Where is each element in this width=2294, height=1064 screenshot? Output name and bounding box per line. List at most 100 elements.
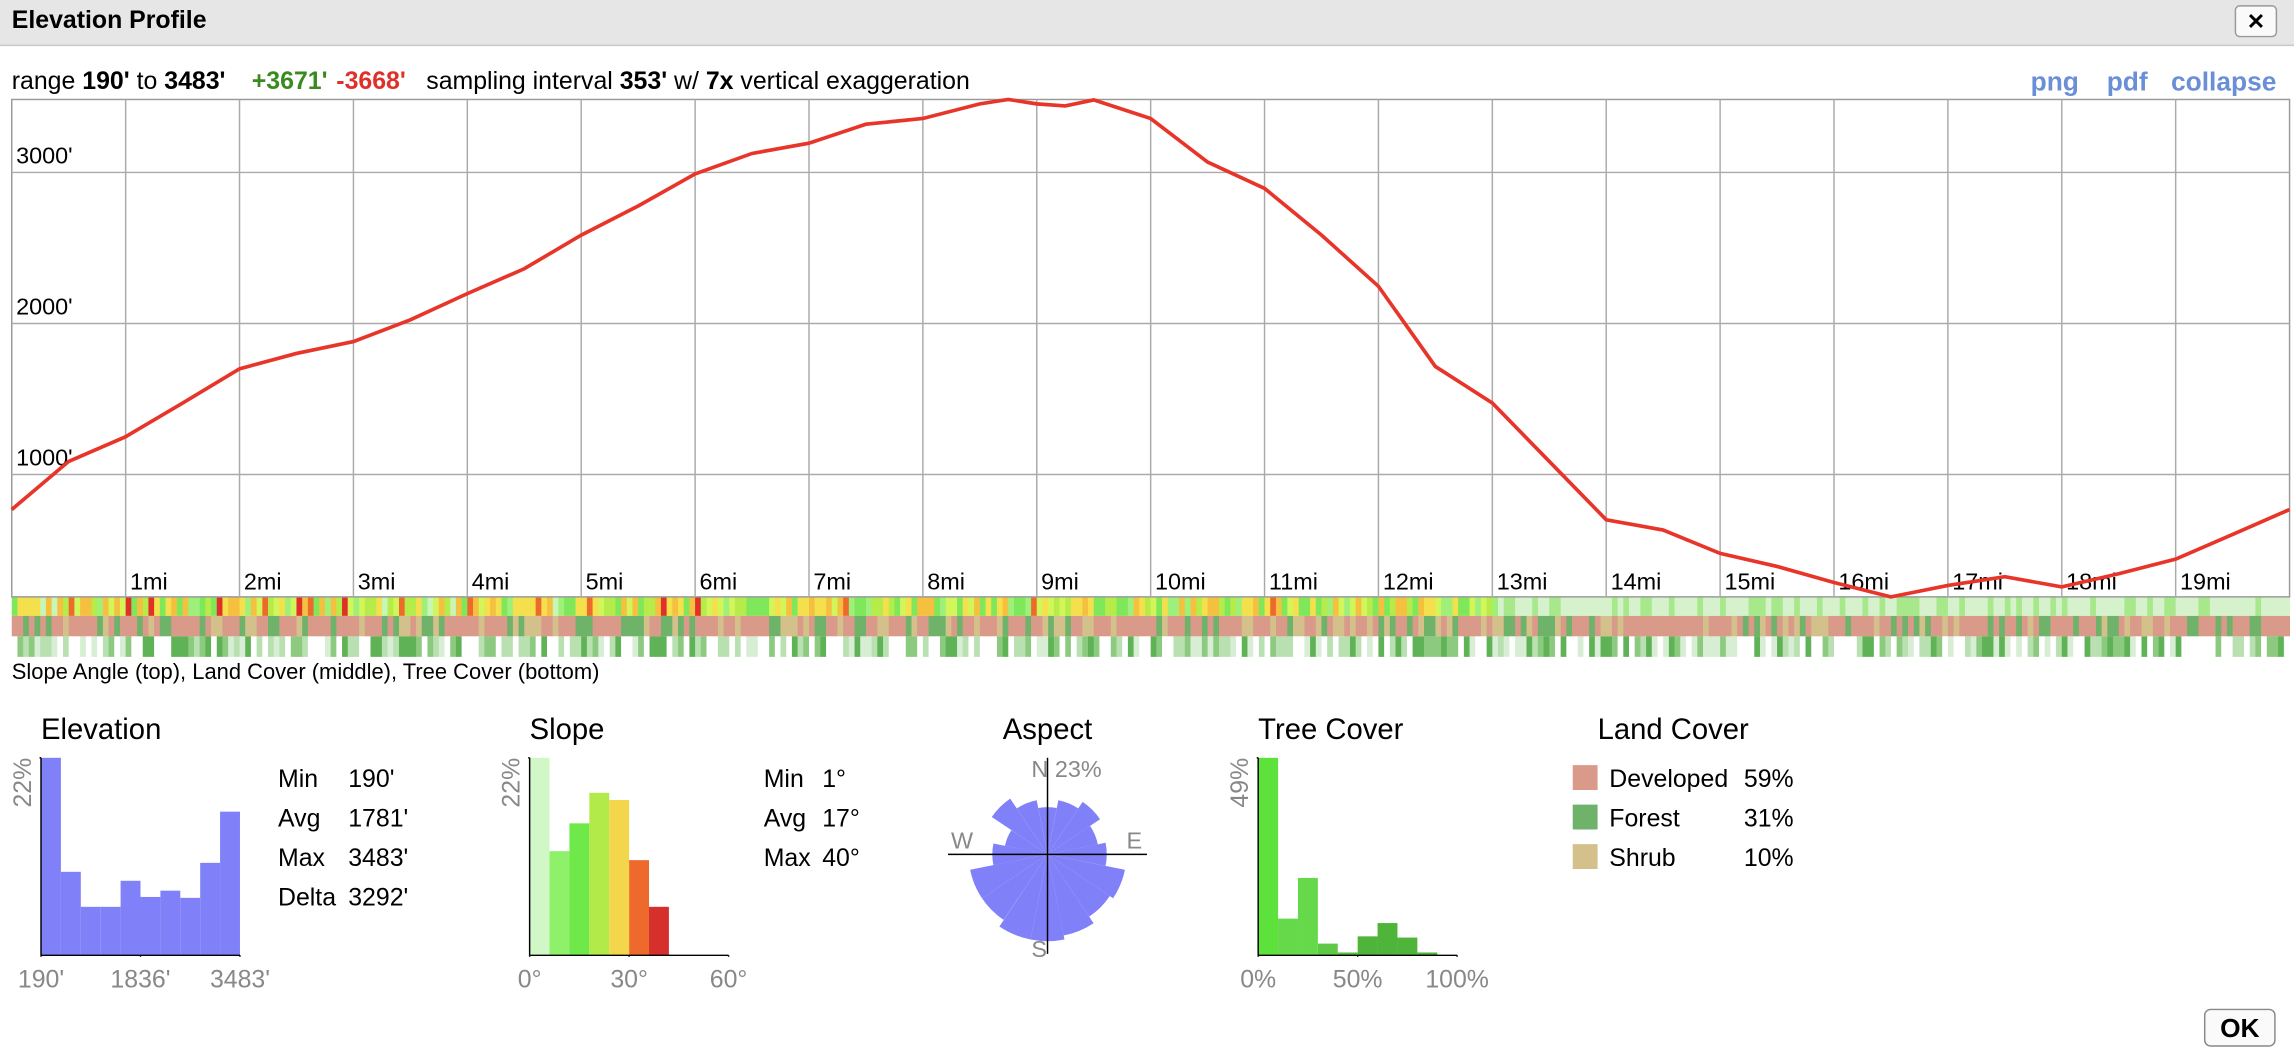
slope-cell bbox=[193, 596, 201, 616]
slope-cell bbox=[1583, 596, 1590, 616]
slope-cell bbox=[359, 596, 366, 616]
landcover-cell bbox=[336, 615, 343, 637]
landcover-cell bbox=[2152, 615, 2160, 637]
slope-cell bbox=[683, 596, 690, 616]
slope-cell bbox=[740, 596, 747, 616]
landcover-cell bbox=[2272, 615, 2279, 637]
landcover-cell bbox=[398, 615, 406, 637]
landcover-cell bbox=[1708, 615, 1715, 637]
ok-button[interactable] bbox=[2203, 1008, 2276, 1047]
landcover-cell bbox=[1799, 615, 1806, 637]
slope-cell bbox=[438, 596, 445, 616]
treecover-cell bbox=[1748, 636, 1755, 657]
landcover-cell bbox=[2118, 615, 2125, 637]
treecover-cell bbox=[1310, 636, 1317, 657]
png-link[interactable]: png bbox=[2031, 67, 2079, 97]
treecover-cell bbox=[1532, 636, 1539, 657]
landcover-cell bbox=[1623, 615, 1630, 637]
treecover-cell bbox=[1441, 636, 1448, 657]
landcover-cell bbox=[1993, 615, 2000, 637]
landcover-cell bbox=[1384, 615, 1391, 637]
landcover-cell bbox=[1703, 615, 1710, 637]
slope-cell bbox=[660, 596, 668, 616]
slope-cell bbox=[763, 596, 770, 616]
slope-cell bbox=[1099, 596, 1106, 616]
treecover-cell bbox=[137, 636, 144, 657]
slope-cell bbox=[695, 596, 702, 616]
slope-cell bbox=[1765, 596, 1772, 616]
treecover-cell bbox=[1139, 636, 1146, 657]
direction-label: E bbox=[1127, 828, 1143, 854]
slope-cell bbox=[336, 596, 343, 616]
treecover-cell bbox=[803, 636, 810, 657]
histogram-bar bbox=[1317, 943, 1338, 956]
slope-cell bbox=[1093, 596, 1100, 616]
slope-cell bbox=[11, 596, 18, 616]
x-tick-label: 19mi bbox=[2180, 569, 2231, 595]
close-button[interactable] bbox=[2234, 5, 2278, 38]
landcover-cell bbox=[1264, 615, 1271, 637]
landcover-cell bbox=[1959, 615, 1966, 637]
landcover-cell bbox=[1133, 615, 1140, 637]
landcover-cell bbox=[1731, 615, 1738, 637]
landcover-cell bbox=[1162, 615, 1169, 637]
treecover-cell bbox=[250, 636, 258, 657]
landcover-cell bbox=[1868, 615, 1875, 637]
treecover-cell bbox=[1053, 636, 1060, 657]
collapse-link[interactable]: collapse bbox=[2171, 67, 2276, 97]
treecover-cell bbox=[1264, 636, 1271, 657]
slope-cell bbox=[228, 596, 235, 616]
slope-cell bbox=[848, 596, 855, 616]
landcover-cell bbox=[1885, 615, 1892, 637]
landcover-cell bbox=[1549, 615, 1556, 637]
treecover-cell bbox=[911, 636, 918, 657]
slope-cell bbox=[734, 596, 742, 616]
landcover-cell bbox=[2050, 615, 2057, 637]
treecover-cell bbox=[1759, 636, 1767, 657]
landcover-cell bbox=[2187, 615, 2194, 637]
slope-cell bbox=[575, 596, 582, 616]
treecover-cell bbox=[1577, 636, 1584, 657]
strip-caption: Slope Angle (top), Land Cover (middle), … bbox=[12, 659, 600, 684]
slope-cell bbox=[1731, 596, 1738, 616]
x-tick-label: 8mi bbox=[927, 569, 965, 595]
treecover-cell bbox=[1606, 636, 1613, 657]
treecover-cell bbox=[1959, 636, 1966, 657]
landcover-cell bbox=[672, 615, 679, 637]
treecover-cell bbox=[165, 636, 172, 657]
slope-cell bbox=[951, 596, 958, 616]
pdf-link[interactable]: pdf bbox=[2107, 67, 2148, 97]
close-icon[interactable]: ✕ bbox=[2247, 9, 2265, 34]
treecover-cell bbox=[1908, 636, 1915, 657]
landcover-cell bbox=[1526, 615, 1533, 637]
slope-cell bbox=[1856, 596, 1863, 616]
slope-cell bbox=[2164, 596, 2171, 616]
x-tick-label: 1836' bbox=[110, 965, 170, 993]
treecover-cell bbox=[63, 636, 70, 657]
treecover-cell bbox=[592, 636, 599, 657]
treecover-cell bbox=[763, 636, 770, 657]
treecover-cell bbox=[1048, 636, 1055, 657]
landcover-cell bbox=[2261, 615, 2268, 637]
treecover-cell bbox=[1144, 636, 1152, 657]
landcover-cell bbox=[2244, 615, 2251, 637]
treecover-cell bbox=[2169, 636, 2177, 657]
landcover-cell bbox=[1088, 615, 1095, 637]
slope-cell bbox=[1076, 596, 1083, 616]
treecover-cell bbox=[484, 636, 491, 657]
chart-title: Slope bbox=[530, 714, 605, 746]
slope-cell bbox=[814, 596, 821, 616]
landcover-cell bbox=[1742, 615, 1750, 637]
landcover-cell bbox=[552, 615, 559, 637]
landcover-cell bbox=[1976, 615, 1983, 637]
treecover-cell bbox=[734, 636, 742, 657]
slope-cell bbox=[1070, 596, 1078, 616]
ok-label[interactable]: OK bbox=[2220, 1013, 2260, 1043]
landcover-cell bbox=[347, 615, 354, 637]
slope-cell bbox=[2238, 596, 2245, 616]
treecover-cell bbox=[643, 636, 650, 657]
treecover-cell bbox=[1070, 636, 1078, 657]
treecover-cell bbox=[1560, 636, 1567, 657]
treecover-cell bbox=[1224, 636, 1231, 657]
landcover-cell bbox=[256, 615, 263, 637]
